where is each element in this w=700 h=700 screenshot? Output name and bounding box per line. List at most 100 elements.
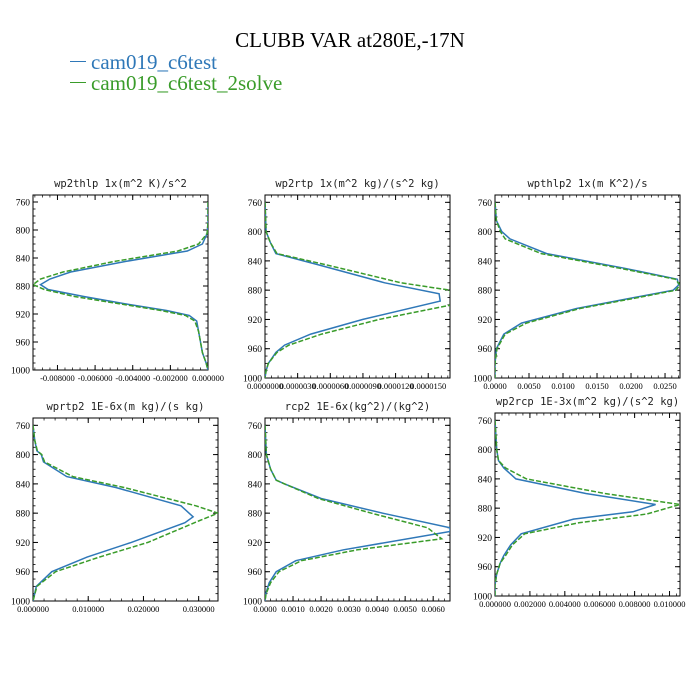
- y-tick-label: 1000: [11, 367, 30, 377]
- x-tick-label: 0.0050: [393, 604, 416, 614]
- x-tick-label: 0.0200: [619, 381, 642, 391]
- x-tick-label: 0.0040: [365, 604, 388, 614]
- series-line-c6test-2solve: [265, 202, 450, 378]
- x-tick-label: 0.0000090: [345, 381, 381, 391]
- y-tick-label: 880: [16, 283, 31, 293]
- y-tick-label: 880: [16, 510, 31, 520]
- y-tick-label: 960: [248, 568, 263, 578]
- panel-1: wp2thlp 1x(m^2 K)/s^2 760 800 840 880 920 960 1…: [11, 178, 224, 383]
- y-tick-label: 1000: [243, 598, 262, 608]
- y-tick-label: 800: [16, 227, 31, 237]
- y-tick-label: 760: [16, 422, 31, 432]
- y-tick-label: 840: [248, 257, 263, 267]
- x-tick-label: 0.0150: [585, 381, 608, 391]
- x-tick-label: 0.0000: [483, 381, 506, 391]
- x-tick-label: 0.020000: [128, 604, 160, 614]
- panel-2: wp2rtp 1x(m^2 kg)/(s^2 kg) 760 800 840 880 92…: [243, 178, 451, 391]
- x-tick-label: 0.008000: [619, 599, 651, 609]
- y-tick-label: 1000: [11, 598, 30, 608]
- legend-label-c6test: cam019_c6test: [91, 50, 217, 74]
- y-tick-label: 920: [248, 316, 263, 326]
- x-tick-label: 0.0000150: [410, 381, 446, 391]
- series-line-c6test: [265, 425, 450, 601]
- y-tick-label: 760: [478, 199, 493, 209]
- x-tick-label: 0.0060: [421, 604, 444, 614]
- y-tick-label: 800: [248, 451, 263, 461]
- x-tick-label: 0.0010: [281, 604, 304, 614]
- y-tick-label: 1000: [243, 375, 262, 385]
- y-tick-label: 840: [16, 480, 31, 490]
- y-tick-label: 1000: [473, 375, 492, 385]
- plot-frame: [32, 417, 219, 602]
- x-tick-label: 0.0000120: [378, 381, 414, 391]
- series-line-c6test: [495, 202, 680, 378]
- x-tick-label: 0.002000: [514, 599, 546, 609]
- x-tick-label: 0.0020: [309, 604, 332, 614]
- y-tick-label: 760: [248, 422, 263, 432]
- series-line-c6test: [265, 202, 442, 378]
- y-tick-label: 760: [248, 199, 263, 209]
- x-tick-label: 0.0030: [337, 604, 360, 614]
- legend-swatch-c6test: [70, 60, 86, 62]
- plot-frame: [494, 194, 681, 379]
- plot-frame: [32, 194, 209, 371]
- x-tick-label: 0.006000: [584, 599, 616, 609]
- y-tick-label: 760: [16, 199, 31, 209]
- panel-4: wprtp2 1E-6x(m kg)/(s kg) 760 800 840 880 920…: [11, 401, 219, 614]
- y-tick-label: 880: [478, 287, 493, 297]
- series-line-c6test-2solve: [495, 420, 680, 596]
- plot-frame: [264, 417, 451, 602]
- y-tick-label: 920: [16, 539, 31, 549]
- x-tick-label: 0.0050: [517, 381, 540, 391]
- y-tick-label: 920: [248, 539, 263, 549]
- x-tick-label: 0.0250: [653, 381, 676, 391]
- x-tick-label: 0.0000000: [247, 381, 283, 391]
- x-tick-label: -0.002000: [153, 373, 188, 383]
- y-tick-label: 800: [248, 228, 263, 238]
- y-tick-label: 800: [16, 451, 31, 461]
- series-line-c6test: [33, 425, 195, 601]
- series-line-c6test-2solve: [33, 425, 218, 601]
- y-tick-label: 840: [16, 255, 31, 265]
- legend-swatch-c6test-2solve: [70, 81, 86, 83]
- x-tick-label: -0.004000: [115, 373, 150, 383]
- y-tick-label: 960: [16, 339, 31, 349]
- figure-title: CLUBB VAR at280E,-17N: [235, 28, 465, 52]
- x-tick-label: -0.006000: [78, 373, 113, 383]
- x-tick-label: 0.004000: [549, 599, 581, 609]
- series-line-c6test: [495, 420, 656, 596]
- y-tick-label: 800: [478, 228, 493, 238]
- x-tick-label: 0.0000030: [280, 381, 316, 391]
- x-tick-label: 0.000000: [192, 373, 224, 383]
- x-tick-label: 0.010000: [72, 604, 104, 614]
- y-tick-label: 1000: [473, 593, 492, 603]
- panel-5: rcp2 1E-6x(kg^2)/(kg^2) 760 800 840 880 920 96…: [243, 401, 451, 614]
- y-tick-label: 880: [248, 510, 263, 520]
- x-tick-label: 0.0100: [551, 381, 574, 391]
- panel-6: wp2rcp 1E-3x(m^2 kg)/(s^2 kg)760 800 840 88…: [473, 396, 685, 609]
- y-tick-label: 920: [478, 534, 493, 544]
- y-tick-label: 920: [16, 311, 31, 321]
- series-line-c6test-2solve: [33, 202, 208, 370]
- panel-title: rcp2 1E-6x(kg^2)/(kg^2): [285, 401, 430, 413]
- y-tick-label: 960: [16, 568, 31, 578]
- y-tick-label: 840: [478, 475, 493, 485]
- y-tick-label: 840: [478, 257, 493, 267]
- plot-frame: [264, 194, 451, 379]
- panel-title: wp2rtp 1x(m^2 kg)/(s^2 kg): [275, 178, 439, 190]
- panel-title: wpthlp2 1x(m K^2)/s: [527, 178, 647, 190]
- x-tick-label: 0.000000: [17, 604, 49, 614]
- legend-label-c6test-2solve: cam019_c6test_2solve: [91, 71, 283, 95]
- y-tick-label: 760: [478, 417, 493, 427]
- x-tick-label: -0.008000: [40, 373, 75, 383]
- y-tick-label: 840: [248, 480, 263, 490]
- panel-title: wprtp2 1E-6x(m kg)/(s kg): [46, 401, 204, 413]
- series-line-c6test-2solve: [495, 202, 680, 378]
- panel-3: wpthlp2 1x(m K^2)/s 760 800 840 880 920 960 100…: [473, 178, 681, 391]
- x-tick-label: 0.030000: [183, 604, 215, 614]
- x-tick-label: 0.010000: [654, 599, 686, 609]
- y-tick-label: 800: [478, 446, 493, 456]
- y-tick-label: 880: [478, 505, 493, 515]
- y-tick-label: 960: [478, 345, 493, 355]
